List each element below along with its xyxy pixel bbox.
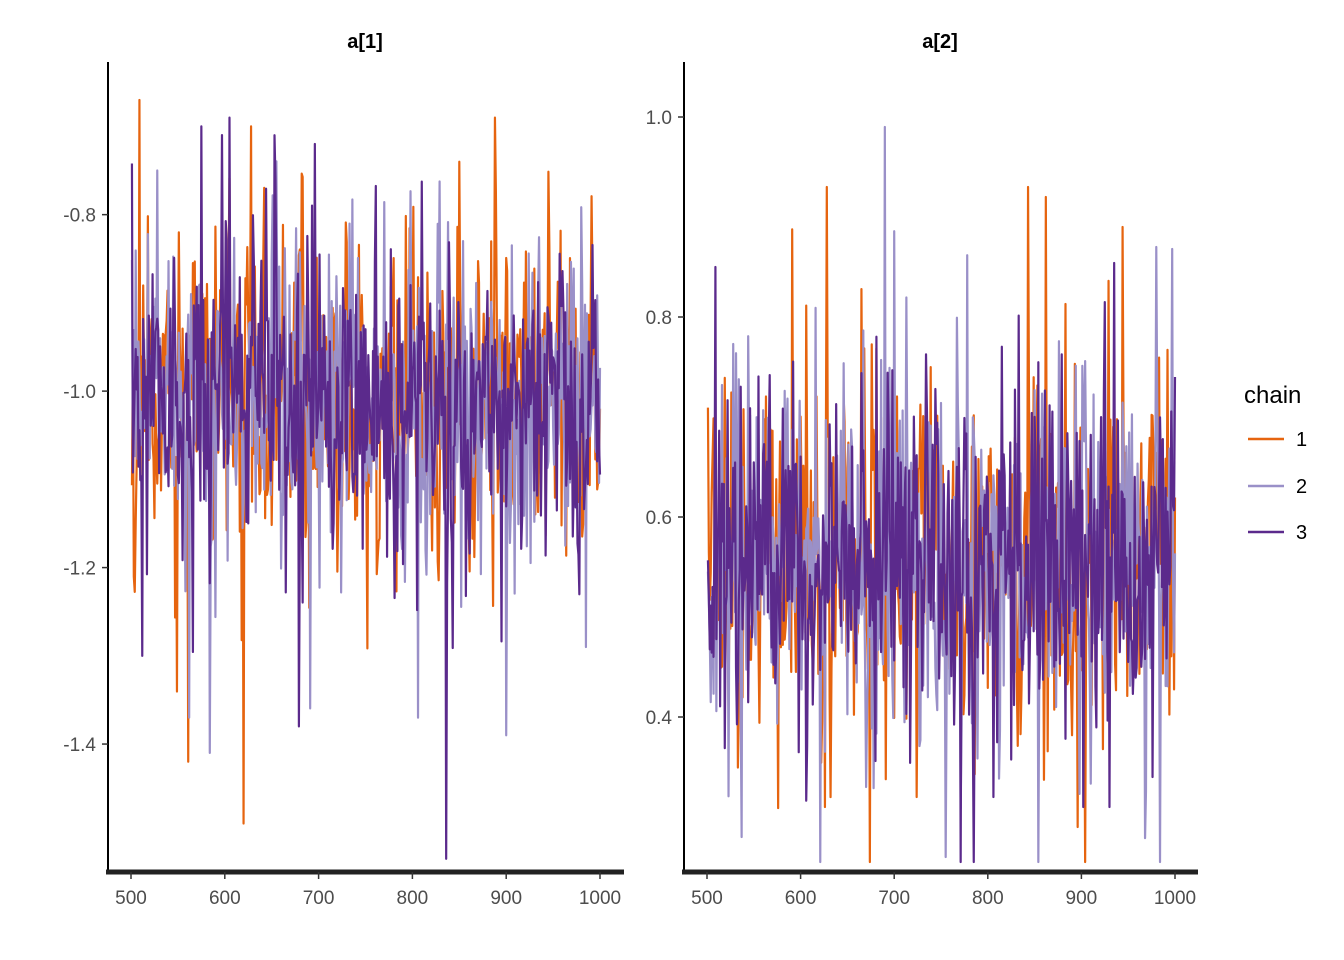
legend: chain 1 2 3 (1244, 382, 1307, 544)
x-tick-label: 700 (303, 888, 335, 909)
x-tick-label: 900 (490, 888, 522, 909)
panel-a1: a[1] -0.8 -1.0 -1.2 -1.4 500 600 700 800 900 100… (63, 31, 624, 909)
x-tick-label: 900 (1066, 888, 1098, 909)
x-tick-label: 1000 (579, 888, 621, 909)
x-tick-label: 500 (691, 888, 723, 909)
x-tick-label: 1000 (1154, 888, 1196, 909)
series-line-chain-3 (706, 261, 1177, 864)
x-tick-label: 800 (972, 888, 1004, 909)
legend-label-chain-1: 1 (1296, 429, 1307, 451)
y-ticks-a2: 1.0 0.8 0.6 0.4 (646, 108, 684, 729)
y-ticks-a1: -0.8 -1.0 -1.2 -1.4 (63, 206, 108, 756)
y-tick-label: 1.0 (646, 108, 672, 129)
y-tick-label: 0.4 (646, 708, 673, 729)
legend-title: chain (1244, 382, 1301, 409)
x-tick-label: 800 (397, 888, 429, 909)
legend-label-chain-3: 3 (1296, 522, 1307, 544)
trace-lines-a1 (130, 98, 602, 860)
y-tick-label: -1.2 (63, 559, 96, 580)
x-tick-label: 600 (785, 888, 817, 909)
y-tick-label: -1.4 (63, 735, 96, 756)
panel-title-a1: a[1] (347, 31, 383, 53)
trace-lines-a2 (706, 125, 1177, 864)
x-tick-label: 700 (878, 888, 910, 909)
x-ticks-a1: 500 600 700 800 900 1000 (115, 872, 621, 909)
x-ticks-a2: 500 600 700 800 900 1000 (691, 872, 1196, 909)
y-tick-label: 0.8 (646, 308, 672, 329)
y-tick-label: -1.0 (63, 382, 96, 403)
panel-a2: a[2] 1.0 0.8 0.6 0.4 500 600 700 800 900 1000 (646, 31, 1198, 909)
panel-title-a2: a[2] (922, 31, 958, 53)
y-tick-label: -0.8 (63, 206, 96, 227)
legend-label-chain-2: 2 (1296, 476, 1307, 498)
series-line-chain-3 (130, 116, 602, 860)
x-tick-label: 500 (115, 888, 147, 909)
y-tick-label: 0.6 (646, 508, 672, 529)
x-tick-label: 600 (209, 888, 241, 909)
